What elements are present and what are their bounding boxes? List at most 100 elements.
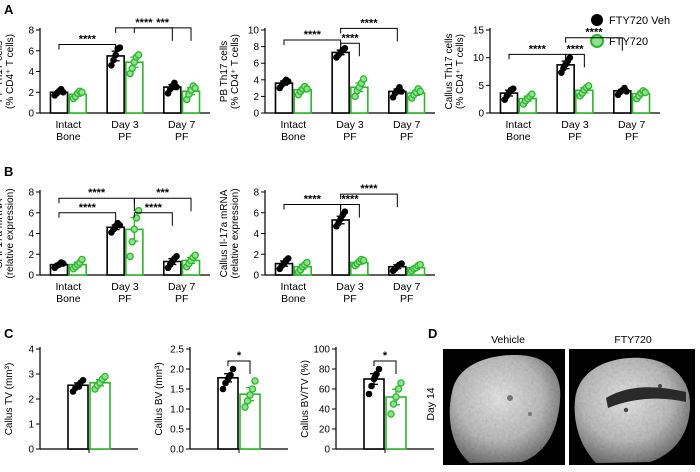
- data-point: [341, 44, 349, 52]
- y-tick-label: 0: [28, 109, 34, 120]
- bar: [89, 381, 111, 450]
- y-tick-label: 6: [28, 208, 34, 219]
- group-label: Intact: [280, 119, 306, 131]
- data-point: [191, 84, 200, 92]
- group-label: PF: [343, 131, 356, 143]
- data-point: [128, 64, 136, 73]
- group-label: Bone: [281, 293, 306, 305]
- y-axis-label: PP Th17 cells: [0, 41, 5, 102]
- data-point: [284, 78, 292, 85]
- data-point: [191, 251, 200, 260]
- y-tick-label: 2: [28, 88, 34, 99]
- fty720-fracture-gap: [606, 387, 686, 408]
- panel-letter-b: B: [4, 164, 13, 179]
- data-point: [101, 372, 109, 381]
- legend-veh-label: FTY720 Veh: [609, 15, 670, 27]
- data-point: [219, 385, 227, 393]
- chart-a3: 0 5 10 15 Callus Th17 cells (% CD4⁺ T cells) I…: [444, 26, 660, 143]
- significance-bracket: [340, 42, 360, 57]
- y-tick-label: 3: [28, 370, 34, 381]
- significance-bracket: [283, 39, 342, 53]
- significance-bracket: [565, 53, 585, 68]
- y-tick-label: 2: [28, 250, 34, 261]
- y-tick-label: 10: [248, 26, 260, 37]
- y-axis-label: (relative expression): [5, 188, 16, 278]
- legend: FTY720 Veh FTY720: [590, 14, 670, 48]
- significance-label: ***: [156, 187, 170, 199]
- y-tick-label: 15: [473, 26, 485, 37]
- data-point: [251, 377, 259, 385]
- data-point: [641, 88, 650, 97]
- data-point: [134, 206, 143, 215]
- y-tick-label: 4: [28, 229, 34, 240]
- y-tick-label: 2.0: [170, 365, 184, 376]
- data-point: [78, 88, 86, 97]
- significance-bracket: [58, 44, 117, 58]
- data-point: [375, 365, 383, 373]
- panel-letter-c: C: [4, 326, 14, 341]
- significance-label: ****: [566, 43, 584, 55]
- data-point: [623, 88, 630, 95]
- y-tick-label: 0.0: [170, 445, 184, 456]
- y-tick-label: 1.0: [170, 405, 184, 416]
- group-label: Day 7: [168, 119, 196, 131]
- significance-label: ****: [360, 183, 378, 195]
- data-point: [368, 382, 375, 390]
- y-tick-label: 8: [253, 188, 259, 199]
- group-label: PF: [175, 293, 188, 305]
- group-label: Day 7: [393, 119, 421, 131]
- y-tick-label: 1: [28, 420, 34, 431]
- chart-a2: 0 2 4 6 8 10 PB Th17 cells (% CD4⁺ T cells) Inta…: [219, 17, 435, 143]
- y-axis-label: (relative expression): [230, 188, 241, 278]
- data-point: [116, 44, 124, 51]
- y-axis-label: SI Il-17a mRNA: [0, 198, 5, 268]
- data-point: [394, 385, 403, 393]
- micro-ct-panel: Vehicle FTY720 Day 14: [425, 334, 695, 465]
- data-point: [371, 373, 379, 381]
- y-tick-label: 60: [319, 385, 331, 396]
- significance-label: ****: [79, 202, 97, 214]
- group-label: PF: [118, 131, 131, 143]
- group-label: Intact: [505, 119, 531, 131]
- data-point: [59, 88, 67, 96]
- significance-bracket: [508, 53, 567, 68]
- significance-label: ****: [135, 17, 153, 29]
- group-label: Day 3: [111, 281, 139, 293]
- y-tick-label: 0: [478, 109, 484, 120]
- data-point: [134, 51, 143, 59]
- significance-bracket: [373, 360, 397, 374]
- y-tick-label: 6: [253, 59, 259, 70]
- group-label: PF: [400, 131, 413, 143]
- data-point: [284, 255, 292, 262]
- data-point: [341, 208, 349, 216]
- chart-c1: 0 1 2 3 4 Callus TV (mm³): [4, 345, 138, 456]
- legend-veh-marker: [591, 14, 603, 26]
- data-point: [359, 256, 368, 265]
- y-axis-label: Callus TV (mm³): [4, 363, 15, 436]
- y-tick-label: 0: [28, 271, 34, 282]
- significance-label: ****: [88, 187, 106, 199]
- data-point: [132, 214, 141, 222]
- significance-bracket: [133, 27, 192, 41]
- group-label: PF: [175, 131, 188, 143]
- data-point: [248, 385, 257, 393]
- y-axis-label: Callus BV/TV (%): [300, 360, 311, 438]
- y-tick-label: 2.5: [170, 345, 184, 356]
- vehicle-bone: [449, 355, 561, 463]
- group-label: PF: [568, 131, 581, 143]
- day14-label: Day 14: [425, 387, 437, 420]
- y-tick-label: 0: [28, 445, 34, 456]
- group-label: PF: [400, 293, 413, 305]
- data-point: [116, 221, 124, 229]
- group-label: Bone: [56, 131, 81, 143]
- data-point: [128, 238, 136, 246]
- y-tick-label: 10: [473, 53, 485, 64]
- group-label: Intact: [55, 281, 81, 293]
- group-label: Day 7: [393, 281, 421, 293]
- legend-fty-label: FTY720: [609, 36, 648, 48]
- data-point: [130, 225, 139, 234]
- y-tick-label: 1.5: [170, 385, 184, 396]
- group-label: Day 3: [111, 119, 139, 131]
- data-point: [173, 83, 180, 91]
- significance-label: ****: [529, 43, 547, 55]
